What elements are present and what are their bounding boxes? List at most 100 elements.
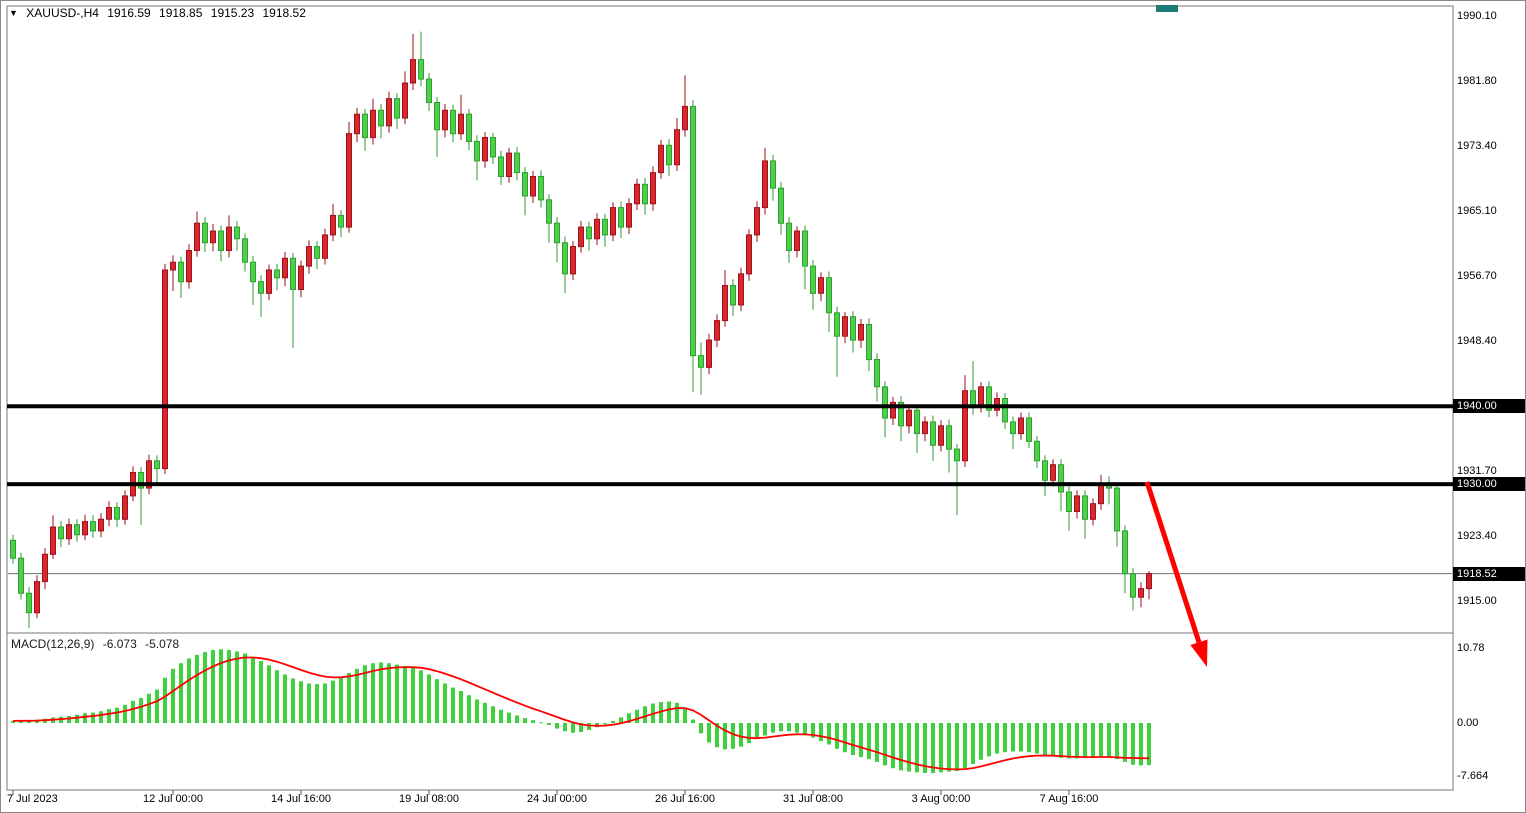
macd-histogram-bar <box>827 723 831 745</box>
candle-bearish <box>690 100 696 393</box>
macd-histogram-bar <box>467 695 471 723</box>
macd-histogram-bar <box>643 706 647 723</box>
macd-histogram-bar <box>1107 723 1111 758</box>
macd-histogram-bar <box>891 723 895 769</box>
macd-histogram-bar <box>843 723 847 753</box>
candle-bearish <box>18 552 24 600</box>
macd-histogram-bar <box>203 652 207 723</box>
macd-histogram-bar <box>307 683 311 723</box>
macd-histogram-bar <box>283 674 287 723</box>
trend-arrow-annotation[interactable] <box>1144 481 1208 667</box>
candle-bullish <box>458 94 464 140</box>
macd-histogram-bar <box>515 715 519 723</box>
candle-bullish <box>506 147 512 183</box>
candle-bullish <box>738 267 744 312</box>
macd-histogram-bar <box>707 723 711 743</box>
candle-bearish <box>154 455 160 483</box>
macd-histogram-bar <box>635 709 639 723</box>
macd-histogram-bar <box>1027 723 1031 753</box>
candle-bearish <box>866 318 872 372</box>
macd-histogram-bar <box>227 650 231 723</box>
candle-bullish <box>890 396 896 425</box>
candle-bullish <box>938 420 944 452</box>
candle-bullish <box>634 178 640 210</box>
macd-histogram-bar <box>259 661 263 723</box>
macd-histogram-bar <box>523 718 527 723</box>
candle-bearish <box>218 225 224 262</box>
candle-bearish <box>138 467 144 525</box>
macd-histogram-bar <box>979 723 983 760</box>
candle-bearish <box>730 279 736 316</box>
macd-histogram-bar <box>275 670 279 723</box>
ohlc-high-value: 1918.85 <box>159 6 203 20</box>
candle-bearish <box>546 194 552 243</box>
candle-bullish <box>722 270 728 327</box>
horizontal-level-line[interactable] <box>7 482 1453 487</box>
macd-histogram-bar <box>1035 723 1039 754</box>
macd-histogram-bar <box>235 651 239 723</box>
candle-bullish <box>1074 490 1080 519</box>
candle-bullish <box>842 312 848 344</box>
candle-bearish <box>666 139 672 176</box>
macd-histogram-bar <box>763 723 767 736</box>
macd-histogram-bar <box>819 723 823 742</box>
macd-histogram-bar <box>1131 723 1135 765</box>
candle-bearish <box>1130 568 1136 611</box>
candle-bearish <box>898 396 904 442</box>
macd-histogram-bar <box>539 722 543 724</box>
macd-histogram-bar <box>739 723 743 747</box>
macd-histogram-bar <box>187 658 191 723</box>
chart-header: ▼ XAUUSD-,H4 1916.59 1918.85 1915.23 191… <box>9 6 311 20</box>
macd-histogram-bar <box>75 714 79 723</box>
candle-bearish <box>338 210 344 238</box>
candle-bullish <box>610 202 616 242</box>
chart-shift-marker[interactable] <box>1156 5 1178 12</box>
candle-bullish <box>1050 459 1056 487</box>
candle-bullish <box>754 201 760 242</box>
macd-indicator-label: MACD(12,26,9) -6.073 -5.078 <box>11 637 184 651</box>
candle-bullish <box>34 575 40 619</box>
plot-border <box>6 5 1454 791</box>
symbol-dropdown-icon[interactable]: ▼ <box>9 8 18 18</box>
macd-histogram-bar <box>27 720 31 723</box>
candle-bullish <box>682 75 688 137</box>
macd-indicator-name: MACD(12,26,9) <box>11 637 95 651</box>
candle-bearish <box>250 255 256 305</box>
candle-bearish <box>466 108 472 150</box>
macd-histogram-bar <box>99 711 103 723</box>
macd-main-value: -6.073 <box>102 637 137 651</box>
candle-bearish <box>418 31 424 87</box>
candle-bullish <box>818 272 824 302</box>
macd-histogram-bar <box>851 723 855 755</box>
candle-bearish <box>314 241 320 270</box>
macd-histogram-bar <box>787 723 791 732</box>
macd-histogram-bar <box>411 667 415 723</box>
ohlc-low-value: 1915.23 <box>210 6 255 20</box>
candle-bearish <box>642 178 648 215</box>
candle-bullish <box>858 319 864 348</box>
macd-histogram-bar <box>939 723 943 773</box>
macd-histogram-bar <box>547 723 551 726</box>
candle-bearish <box>986 381 992 418</box>
candle-bullish <box>322 228 328 265</box>
macd-histogram-bar <box>83 713 87 723</box>
macd-histogram-bar <box>883 723 887 766</box>
macd-histogram-bar <box>315 684 319 723</box>
candle-bearish <box>1066 486 1072 531</box>
macd-histogram-bar <box>459 691 463 723</box>
horizontal-level-line[interactable] <box>7 404 1453 409</box>
macd-histogram-bar <box>1003 723 1007 753</box>
candle-bearish <box>514 146 520 181</box>
macd-histogram-bar <box>443 683 447 723</box>
candle-bearish <box>1122 525 1128 594</box>
candle-bullish <box>1146 571 1152 600</box>
macd-histogram-bar <box>1011 723 1015 752</box>
macd-histogram-bar <box>931 723 935 773</box>
candle-bullish <box>298 260 304 298</box>
candle-bearish <box>242 233 248 272</box>
candle-bullish <box>922 416 928 442</box>
macd-histogram-bar <box>171 668 175 723</box>
candle-bearish <box>698 342 704 395</box>
macd-histogram-bar <box>163 677 167 723</box>
